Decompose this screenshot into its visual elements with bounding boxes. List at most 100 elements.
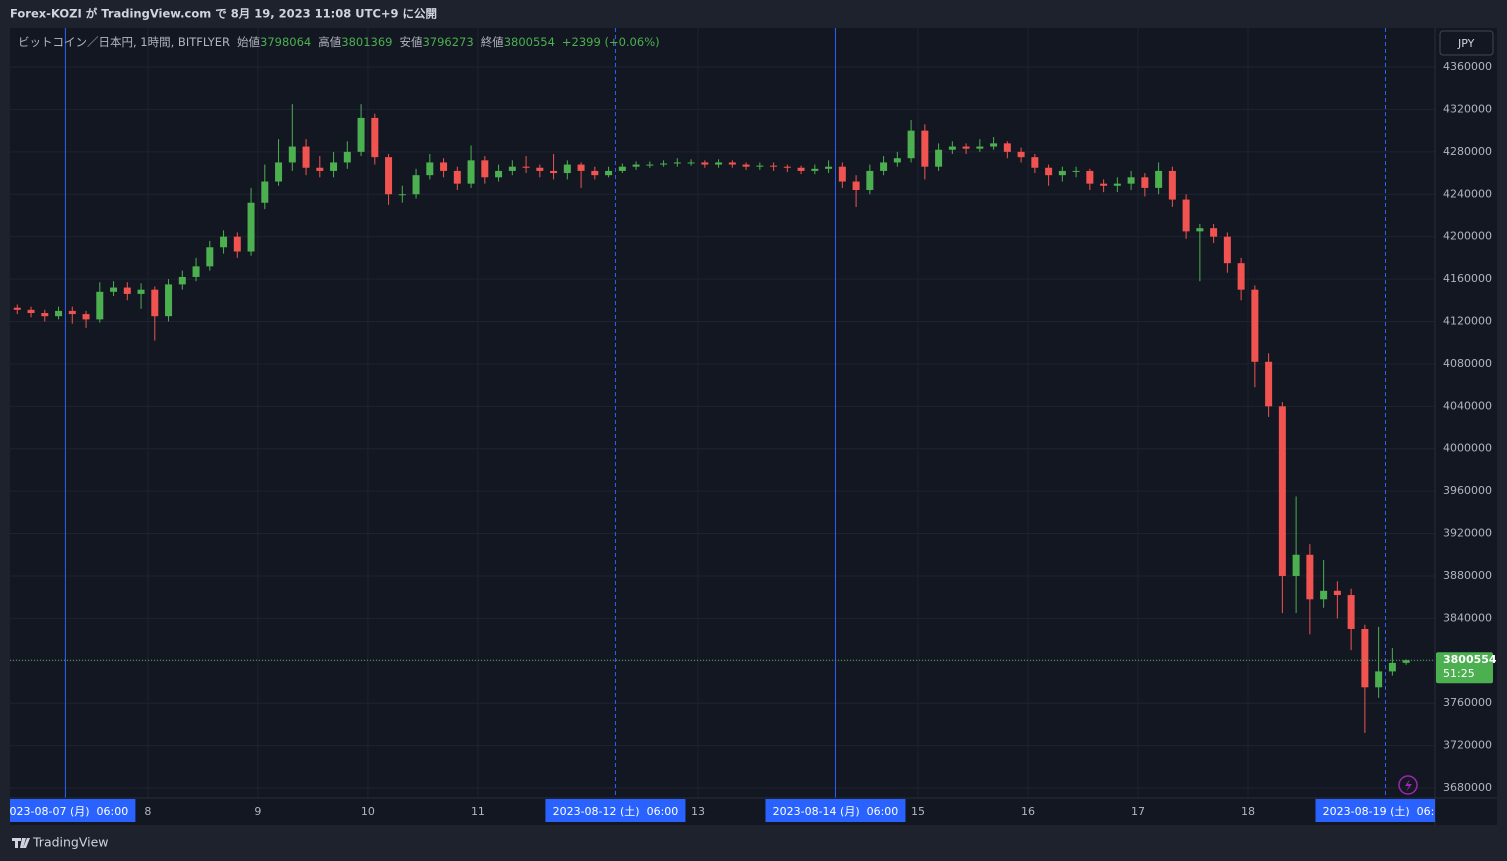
candle-body	[343, 151, 351, 163]
y-tick-label: 3920000	[1443, 527, 1492, 540]
candle-body	[536, 167, 544, 171]
marker-label: 2023-08-19 (土) 06:00	[1323, 805, 1449, 818]
candle-body	[302, 146, 310, 168]
candle-body	[1196, 228, 1204, 232]
y-tick-label: 4080000	[1443, 357, 1492, 370]
candle-body	[563, 164, 571, 174]
candle-body	[866, 170, 874, 191]
candle-body	[82, 314, 90, 320]
y-tick-label: 3880000	[1443, 569, 1492, 582]
candle-body	[27, 309, 35, 314]
candle-body	[1058, 170, 1066, 176]
candle-body	[261, 181, 269, 203]
marker-label-box	[765, 799, 906, 822]
candle-body	[233, 236, 241, 252]
candle-body	[1265, 361, 1273, 407]
candle-body	[96, 291, 104, 320]
candle-body	[1017, 151, 1025, 158]
x-tick-label: 9	[254, 805, 261, 818]
y-tick-label: 4120000	[1443, 314, 1492, 327]
candle-body	[1003, 143, 1011, 152]
candle-body	[1045, 167, 1053, 176]
candle-body	[1306, 554, 1314, 600]
candle-body	[605, 170, 613, 176]
candle-body	[1237, 263, 1245, 290]
candle-body	[1141, 177, 1149, 188]
candle-body	[1320, 590, 1328, 600]
low-label: 安値	[399, 35, 423, 49]
marker-label-box	[10, 799, 136, 822]
candle-body	[550, 170, 558, 174]
open-value: 3798064	[260, 35, 312, 49]
candle-body	[756, 165, 764, 167]
candle-body	[1375, 671, 1383, 688]
candle-body	[1155, 170, 1163, 188]
y-tick-label: 4360000	[1443, 60, 1492, 73]
candle-body	[962, 146, 970, 149]
chart-pane	[10, 28, 1497, 825]
currency[interactable]: JPY	[1457, 37, 1475, 50]
symbol: ビットコイン／日本円, 1時間, BITFLYER	[18, 35, 231, 49]
candle-body	[1127, 177, 1135, 184]
candle-body	[990, 143, 998, 147]
x-tick-label: 15	[911, 805, 925, 818]
candle-body	[178, 276, 186, 285]
candle-body	[673, 162, 681, 164]
y-tick-label: 4160000	[1443, 272, 1492, 285]
candle-body	[398, 194, 406, 196]
price-label: 3800554	[1443, 653, 1497, 666]
candle-body	[1333, 590, 1341, 596]
candle-body	[385, 157, 393, 195]
legend: ビットコイン／日本円, 1時間, BITFLYER 始値3798064 高値3801…	[18, 34, 660, 50]
marker-label: 2023-08-14 (月) 06:00	[773, 805, 899, 818]
plot	[10, 28, 1435, 798]
candle-body	[137, 289, 145, 294]
candle-body	[646, 164, 654, 166]
x-tick-label: 18	[1241, 805, 1255, 818]
candle-body	[1100, 183, 1108, 186]
marker-label: 2023-08-12 (土) 06:00	[553, 805, 679, 818]
x-tick-label: 17	[1131, 805, 1145, 818]
candle-body	[522, 166, 530, 168]
candle-body	[412, 175, 420, 195]
currency-button[interactable]	[1439, 30, 1494, 56]
y-tick-label: 4200000	[1443, 230, 1492, 243]
y-tick-label: 3760000	[1443, 696, 1492, 709]
candle-body	[1072, 170, 1080, 172]
candle-body	[206, 247, 214, 267]
candle-body	[783, 166, 791, 168]
alert-icon[interactable]	[1398, 775, 1418, 795]
marker-labels: 2023-08-07 (月) 06:00 2023-08-12 (土) 06:00…	[10, 799, 1449, 822]
candle-body	[715, 162, 723, 165]
y-tick-label: 4320000	[1443, 102, 1492, 115]
x-tick-label: 11	[471, 805, 485, 818]
alert-bolt	[1405, 779, 1412, 792]
candle-body	[852, 181, 860, 191]
candle-body	[687, 162, 695, 164]
candle-body	[247, 202, 255, 252]
candle-body	[838, 166, 846, 182]
x-tick-label: 16	[1021, 805, 1035, 818]
candle-body	[976, 146, 984, 149]
x-tick-label: 10	[361, 805, 375, 818]
candle-body	[165, 284, 173, 317]
close-label: 終値	[480, 35, 504, 49]
countdown: 51:25	[1443, 667, 1475, 680]
candle-body	[453, 170, 461, 184]
y-tick-label: 3960000	[1443, 484, 1492, 497]
candle-body	[330, 162, 338, 171]
candle-body	[797, 167, 805, 171]
marker-label-box	[545, 799, 686, 822]
candle-body	[41, 313, 49, 317]
candle-body	[632, 164, 640, 167]
open-label: 始値	[237, 35, 261, 49]
candle-body	[1113, 183, 1121, 186]
candle-body	[426, 162, 434, 176]
candle-body	[728, 162, 736, 165]
change: +2399 (+0.06%)	[561, 35, 660, 49]
candle-body	[220, 236, 228, 248]
candle-body	[618, 166, 626, 171]
candle-body	[1210, 228, 1218, 237]
